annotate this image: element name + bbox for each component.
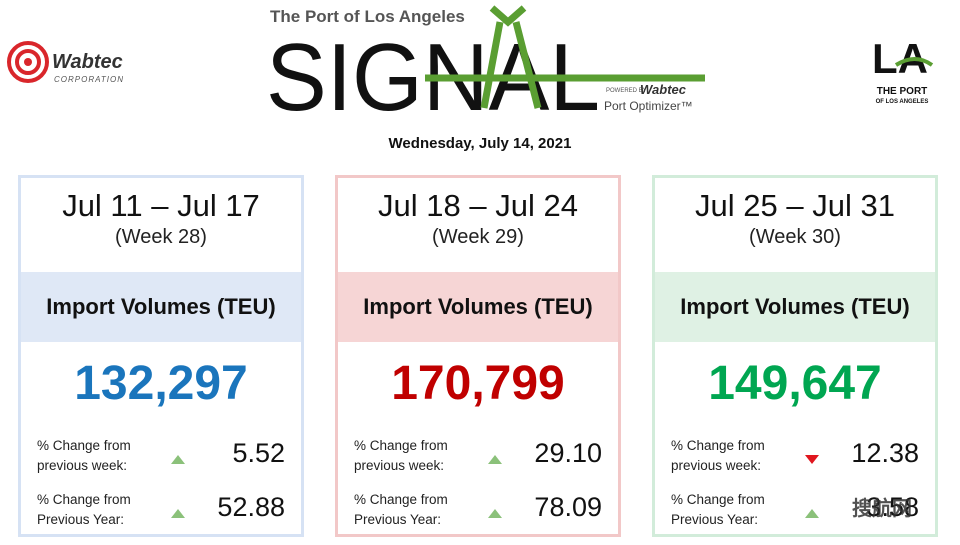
trend-up [171,509,185,518]
logo-sub: CORPORATION [54,75,124,84]
change-value: 52.88 [217,492,285,522]
change-value: 3.58 [866,492,919,522]
week-card: Jul 11 – Jul 17 (Week 28) Import Volumes (… [18,175,304,537]
powered-brand: Wabtec [640,82,687,97]
kicker: The Port of Los Angeles [270,7,465,26]
date-range: Jul 25 – Jul 31 [695,188,895,223]
date-range: Jul 18 – Jul 24 [378,188,578,223]
week-card: Jul 18 – Jul 24 (Week 29) Import Volumes (… [335,175,621,537]
change-label: % Change from Previous Year: [354,492,448,527]
change-value: 78.09 [534,492,602,522]
date-range: Jul 11 – Jul 17 [62,188,260,223]
watermark: 搜航网 [852,498,912,520]
port-la-logo: LA THE PORT OF LOS ANGELES [872,35,934,105]
powered-by: POWERED BY [606,88,647,94]
change-label: % Change from Previous Year: [37,492,131,527]
signal-logo: The Port of Los Angeles SIGNAL POWERED B… [266,5,705,125]
change-label: % Change from previous week: [37,438,131,473]
import-volume: 132,297 [74,357,248,410]
trend-down [805,455,819,464]
change-label: % Change from previous week: [671,438,765,473]
import-volume: 170,799 [391,357,565,410]
trend-up [488,509,502,518]
trend-up [488,455,502,464]
metric-label: Import Volumes (TEU) [338,272,618,342]
import-volume: 149,647 [708,357,882,410]
change-value: 29.10 [534,438,602,468]
week-label: (Week 30) [749,226,841,248]
wabtec-logo: Wabtec CORPORATION [7,41,124,84]
date: Wednesday, July 14, 2021 [388,135,572,152]
change-value: 12.38 [851,438,919,468]
logo-name: Wabtec [52,51,123,73]
trend-up [171,455,185,464]
trend-up [805,509,819,518]
week-label: (Week 29) [432,226,524,248]
product: Port Optimizer™ [604,99,693,113]
metric-label: Import Volumes (TEU) [21,272,301,342]
week-card: Jul 25 – Jul 31 (Week 30) Import Volumes (… [652,175,938,537]
change-value: 5.52 [232,438,285,468]
change-label: % Change from Previous Year: [671,492,765,527]
la-name: THE PORT [877,86,928,97]
la-sub: OF LOS ANGELES [876,99,929,105]
change-label: % Change from previous week: [354,438,448,473]
metric-label: Import Volumes (TEU) [655,272,935,342]
week-label: (Week 28) [115,226,207,248]
